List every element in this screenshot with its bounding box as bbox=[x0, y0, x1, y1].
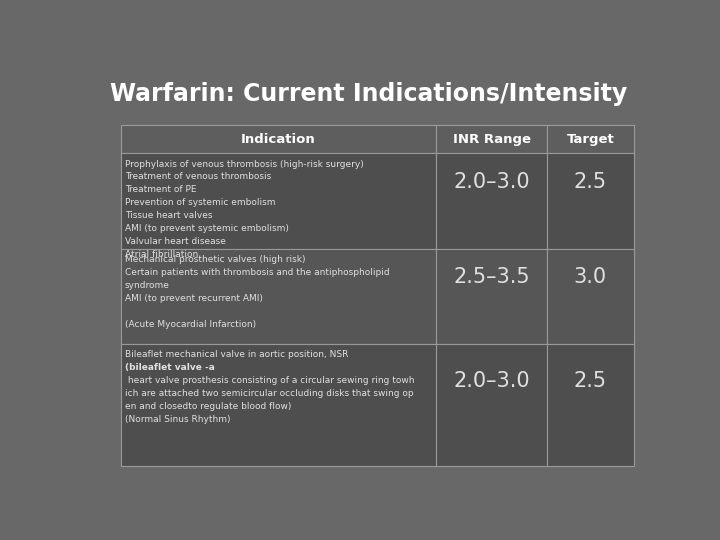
Text: Warfarin: Current Indications/Intensity: Warfarin: Current Indications/Intensity bbox=[110, 82, 628, 106]
Text: Tissue heart valves: Tissue heart valves bbox=[125, 211, 212, 220]
Bar bbox=[436, 153, 546, 249]
Bar bbox=[121, 125, 436, 153]
Bar bbox=[121, 125, 634, 466]
Text: en and closedto regulate blood flow): en and closedto regulate blood flow) bbox=[125, 402, 291, 411]
Text: 2.5: 2.5 bbox=[574, 172, 607, 192]
Bar bbox=[546, 344, 634, 466]
Text: 2.5–3.5: 2.5–3.5 bbox=[454, 267, 530, 287]
Text: Target: Target bbox=[567, 133, 614, 146]
Text: AMI (to prevent recurrent AMI): AMI (to prevent recurrent AMI) bbox=[125, 294, 263, 303]
Bar bbox=[546, 249, 634, 344]
Bar bbox=[436, 344, 546, 466]
Text: (Normal Sinus Rhythm): (Normal Sinus Rhythm) bbox=[125, 415, 230, 424]
Text: Prophylaxis of venous thrombosis (high-risk surgery): Prophylaxis of venous thrombosis (high-r… bbox=[125, 159, 364, 168]
Text: Bileaflet mechanical valve in aortic position, NSR: Bileaflet mechanical valve in aortic pos… bbox=[125, 350, 348, 359]
Bar bbox=[546, 153, 634, 249]
Text: (Acute Myocardial Infarction): (Acute Myocardial Infarction) bbox=[125, 320, 256, 329]
Text: 2.0–3.0: 2.0–3.0 bbox=[454, 172, 530, 192]
Text: Atrial fibrillation: Atrial fibrillation bbox=[125, 250, 198, 259]
Text: Treatment of PE: Treatment of PE bbox=[125, 185, 197, 194]
Text: 3.0: 3.0 bbox=[574, 267, 607, 287]
Text: Treatment of venous thrombosis: Treatment of venous thrombosis bbox=[125, 172, 271, 181]
Bar bbox=[121, 344, 436, 466]
Text: INR Range: INR Range bbox=[453, 133, 531, 146]
Text: Certain patients with thrombosis and the antiphospholipid: Certain patients with thrombosis and the… bbox=[125, 268, 390, 277]
Text: syndrome: syndrome bbox=[125, 281, 170, 290]
Text: (bileaflet valve -a: (bileaflet valve -a bbox=[125, 363, 215, 372]
Text: Prevention of systemic embolism: Prevention of systemic embolism bbox=[125, 198, 275, 207]
Text: 2.0–3.0: 2.0–3.0 bbox=[454, 370, 530, 391]
Bar bbox=[121, 249, 436, 344]
Bar bbox=[121, 153, 436, 249]
Text: ich are attached two semicircular occluding disks that swing op: ich are attached two semicircular occlud… bbox=[125, 389, 413, 398]
Bar bbox=[436, 125, 546, 153]
Bar bbox=[436, 249, 546, 344]
Text: Indication: Indication bbox=[241, 133, 316, 146]
Bar bbox=[546, 125, 634, 153]
Text: heart valve prosthesis consisting of a circular sewing ring towh: heart valve prosthesis consisting of a c… bbox=[125, 376, 414, 385]
Text: AMI (to prevent systemic embolism): AMI (to prevent systemic embolism) bbox=[125, 224, 289, 233]
Text: 2.5: 2.5 bbox=[574, 370, 607, 391]
Text: Mechanical prosthetic valves (high risk): Mechanical prosthetic valves (high risk) bbox=[125, 255, 305, 264]
Text: Valvular heart disease: Valvular heart disease bbox=[125, 237, 225, 246]
